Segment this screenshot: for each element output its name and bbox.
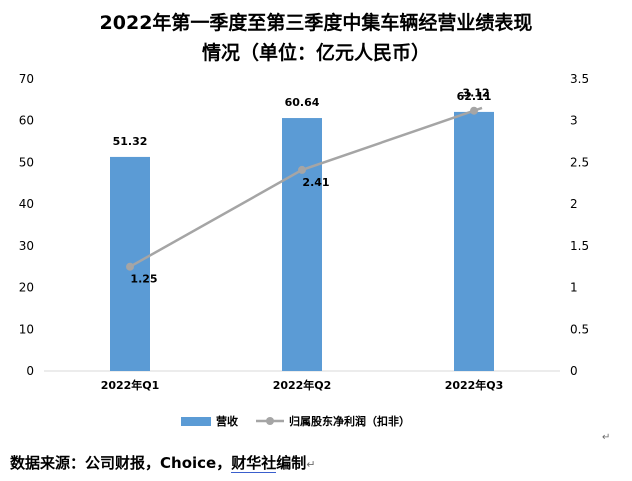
paragraph-mark-icon: ↵ <box>602 432 610 443</box>
left-axis-tick-label: 50 <box>19 155 34 169</box>
x-axis-tick-label: 2022年Q3 <box>445 378 504 392</box>
bar-data-label: 62.11 <box>457 90 492 103</box>
line-data-label: 2.41 <box>302 176 329 189</box>
source-brand: 财华社 <box>231 454 277 473</box>
left-axis-tick-label: 70 <box>19 72 34 86</box>
left-axis-tick-label: 30 <box>19 239 34 253</box>
legend-label-net-profit: 归属股东净利润（扣非） <box>289 414 410 428</box>
right-axis-tick-label: 0 <box>570 364 578 378</box>
line-net-profit <box>129 106 483 268</box>
left-axis-tick-label: 10 <box>19 322 34 336</box>
legend-marker-net-profit <box>266 417 274 425</box>
left-axis-tick-label: 60 <box>19 114 34 128</box>
source-note: 数据来源：公司财报，Choice，财华社编制↵ <box>10 452 315 473</box>
right-axis-tick-label: 2.5 <box>570 155 589 169</box>
line-point-net-profit <box>126 262 134 271</box>
right-axis-tick-label: 2 <box>570 197 578 211</box>
chart-title-line-1: 2022年第一季度至第三季度中集车辆经营业绩表现 <box>99 12 533 34</box>
right-axis-tick-label: 1 <box>570 281 578 295</box>
bar-data-label: 51.32 <box>113 135 148 148</box>
right-axis-tick-label: 0.5 <box>570 322 589 336</box>
x-axis-tick-label: 2022年Q2 <box>273 378 332 392</box>
legend-swatch-revenue <box>181 417 211 426</box>
right-axis-tick-label: 3 <box>570 114 578 128</box>
right-axis-tick-label: 1.5 <box>570 239 589 253</box>
x-axis-tick-label: 2022年Q1 <box>101 378 160 392</box>
line-point-net-profit <box>470 106 478 115</box>
right-axis-tick-label: 3.5 <box>570 72 589 86</box>
bar-revenue <box>454 111 494 372</box>
chart-title-line-2: 情况（单位：亿元人民币） <box>201 42 430 64</box>
legend-label-revenue: 营收 <box>216 414 238 428</box>
bar-data-label: 60.64 <box>285 96 320 109</box>
line-point-net-profit <box>298 165 306 174</box>
paragraph-mark-icon: ↵ <box>306 458 316 471</box>
left-axis-tick-label: 20 <box>19 281 34 295</box>
left-axis-tick-label: 0 <box>26 364 34 378</box>
line-data-label: 3.12 <box>462 87 489 100</box>
source-text: 数据来源：公司财报，Choice， <box>10 454 232 472</box>
bar-revenue <box>282 118 322 371</box>
line-data-label: 1.25 <box>130 273 157 286</box>
source-suffix: 编制 <box>276 454 307 472</box>
left-axis-tick-label: 40 <box>19 197 34 211</box>
